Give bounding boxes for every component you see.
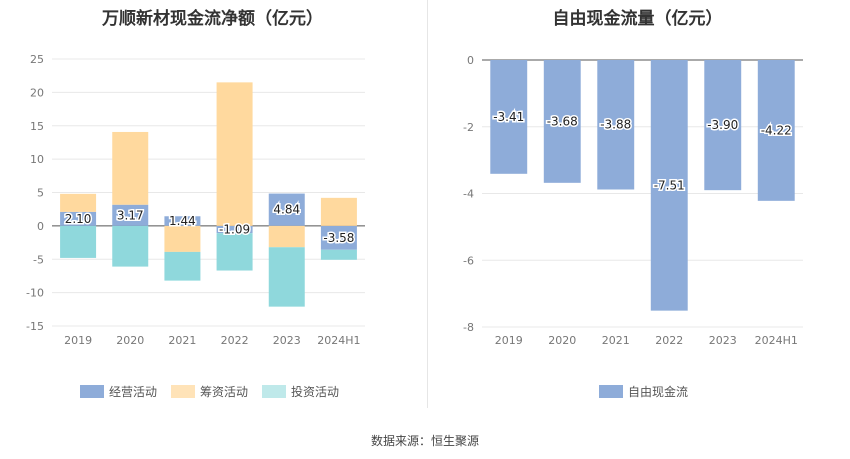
- bar-free-cashflow-2024H1: [757, 60, 795, 201]
- bar-investing-2019: [60, 225, 97, 258]
- left-legend: 经营活动 筹资活动 投资活动: [80, 383, 353, 400]
- bar-investing-2020: [112, 225, 149, 267]
- left-chart-title: 万顺新材现金流净额（亿元）: [102, 9, 323, 29]
- legend-item-financing[interactable]: 筹资活动: [171, 383, 248, 400]
- x-tick-label: 2022: [655, 334, 683, 347]
- bar-operating-2023: [268, 193, 305, 226]
- y-tick-label: -15: [26, 320, 44, 333]
- bar-investing-2023: [268, 247, 305, 307]
- data-label-operating: -3.58: [323, 231, 354, 245]
- bar-free-cashflow-2021: [597, 60, 635, 190]
- x-tick-label: 2019: [64, 334, 92, 347]
- bar-operating-2020: [112, 204, 149, 226]
- bar-financing-2021: [164, 225, 201, 252]
- x-tick-label: 2024H1: [317, 334, 360, 347]
- y-tick-label: -6: [463, 254, 474, 267]
- x-tick-label: 2019: [495, 334, 523, 347]
- bar-free-cashflow-2020: [543, 60, 581, 183]
- y-tick-label: -10: [26, 287, 44, 300]
- x-tick-label: 2023: [709, 334, 737, 347]
- y-tick-label: 15: [30, 120, 44, 133]
- x-tick-label: 2024H1: [755, 334, 798, 347]
- y-tick-label: 5: [37, 187, 44, 200]
- data-label-free-cashflow: -3.90: [707, 118, 738, 132]
- data-label-operating: 1.44: [169, 214, 196, 228]
- y-tick-label: 20: [30, 86, 44, 99]
- legend-swatch-investing: [262, 385, 287, 398]
- bar-financing-2019: [60, 193, 97, 212]
- bar-investing-2024H1: [320, 249, 357, 260]
- x-tick-label: 2023: [273, 334, 301, 347]
- bar-operating-2019: [60, 211, 97, 226]
- data-label-operating: 3.17: [117, 208, 144, 222]
- data-source-note: 数据来源：恒生聚源: [370, 434, 479, 448]
- legend-label-financing: 筹资活动: [200, 385, 249, 399]
- legend-item-investing[interactable]: 投资活动: [262, 383, 339, 400]
- x-tick-label: 2021: [168, 334, 196, 347]
- y-tick-label: 25: [30, 53, 44, 66]
- legend-swatch-financing: [171, 385, 196, 398]
- x-tick-label: 2020: [116, 334, 144, 347]
- y-tick-label: 0: [467, 54, 474, 67]
- legend-swatch-operating: [80, 385, 104, 398]
- y-tick-label: -2: [463, 121, 474, 134]
- data-label-free-cashflow: -3.88: [600, 118, 631, 132]
- x-tick-label: 2020: [548, 334, 576, 347]
- data-label-free-cashflow: -3.41: [493, 110, 524, 124]
- data-label-free-cashflow: -7.51: [654, 178, 685, 192]
- bar-financing-2022: [216, 82, 253, 226]
- y-tick-label: -8: [463, 321, 474, 334]
- legend-item-free-cashflow[interactable]: 自由现金流: [599, 383, 688, 400]
- bar-free-cashflow-2022: [650, 60, 688, 311]
- bar-free-cashflow-2023: [704, 60, 742, 191]
- bar-financing-2023: [268, 225, 305, 248]
- bar-operating-2021: [164, 216, 201, 226]
- bar-operating-2022: [216, 225, 253, 234]
- bar-free-cashflow-2019: [490, 60, 528, 174]
- data-label-operating: 2.10: [65, 212, 92, 226]
- right-chart-title: 自由现金流量（亿元）: [552, 9, 723, 29]
- chart-divider: [427, 0, 428, 408]
- left-cashflow-chart: 25 20 15 10 5 0 -5 -10 -15 2019 2020 2021 2022 2023 20…: [26, 53, 365, 347]
- data-label-operating: -1.09: [219, 223, 250, 237]
- bar-operating-2024H1: [320, 225, 357, 250]
- data-label-free-cashflow: -4.22: [761, 123, 792, 137]
- right-free-cashflow-chart: 0 -2 -4 -6 -8 -3.41 2019 -3.68 2020 -3.88 2021 -7.5…: [463, 54, 803, 347]
- x-tick-label: 2022: [221, 334, 249, 347]
- bar-investing-2022: [216, 233, 253, 271]
- x-tick-label: 2021: [602, 334, 630, 347]
- y-tick-label: 10: [30, 153, 44, 166]
- bar-investing-2021: [164, 251, 201, 281]
- data-label-operating: 4.84: [273, 203, 300, 217]
- bar-financing-2024H1: [320, 197, 357, 226]
- y-tick-label: -4: [463, 188, 474, 201]
- legend-label-operating: 经营活动: [109, 385, 158, 399]
- data-label-free-cashflow: -3.68: [547, 114, 578, 128]
- legend-swatch-free-cashflow: [599, 385, 623, 398]
- legend-label-free-cashflow: 自由现金流: [628, 385, 689, 399]
- y-tick-label: 0: [37, 220, 44, 233]
- legend-item-operating[interactable]: 经营活动: [80, 383, 157, 400]
- right-legend: 自由现金流: [599, 383, 702, 400]
- y-tick-label: -5: [33, 253, 44, 266]
- bar-financing-2020: [112, 131, 149, 205]
- legend-label-investing: 投资活动: [291, 385, 340, 399]
